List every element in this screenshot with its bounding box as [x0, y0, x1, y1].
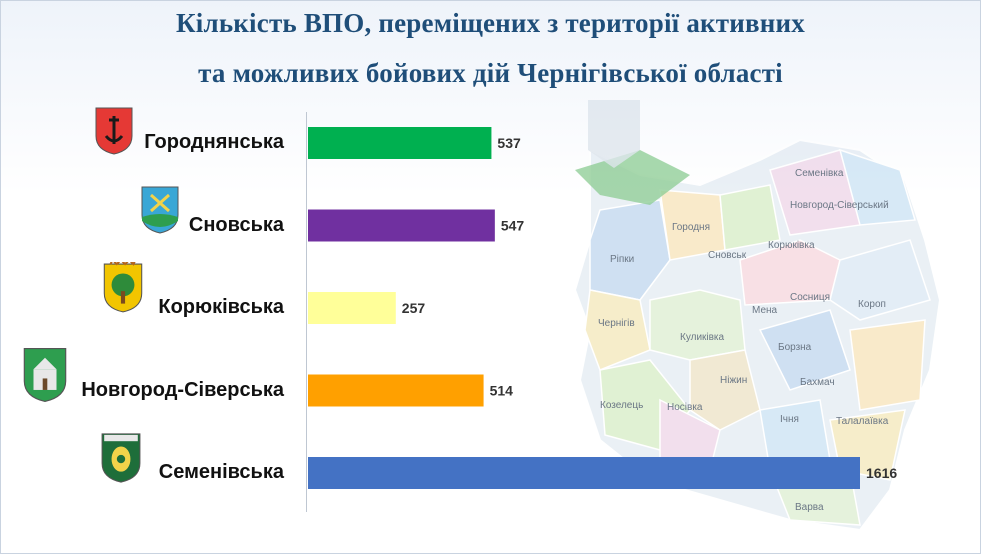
snovsk-coat-of-arms-icon: [141, 186, 179, 234]
novhorod-siverskyi-coat-of-arms-icon: [23, 347, 67, 403]
bar-2: [308, 292, 396, 324]
bar-0: [308, 127, 492, 159]
map-region-label: Сосниця: [790, 292, 830, 303]
category-label: Корюківська: [158, 296, 284, 318]
map-region-label: Чернігів: [598, 318, 635, 329]
map-region-label: Бахмач: [800, 377, 835, 388]
map-region-label: Варва: [795, 502, 824, 513]
map-region-label: Корюківка: [768, 240, 815, 251]
map-region-label: Сновськ: [708, 250, 747, 261]
category-label: Семенівська: [158, 461, 284, 483]
category-label: Сновська: [188, 213, 284, 236]
map-region-label: Куликівка: [680, 332, 725, 343]
map-region-label: Ріпки: [610, 254, 634, 265]
category-label: Городнянська: [144, 131, 284, 153]
map-region-label: Ніжин: [720, 375, 747, 386]
semenivka-coat-of-arms-icon: [101, 433, 141, 483]
bar-4: [308, 457, 860, 489]
category-label: Новгород-Сіверська: [81, 378, 284, 401]
map-region-label: Козелець: [600, 400, 643, 411]
map-region-label: Короп: [858, 299, 886, 310]
bar-1: [308, 209, 495, 242]
map-region-label: Новгород-Сіверський: [790, 200, 889, 211]
map-region-label: Борзна: [778, 342, 812, 353]
chart-title-line-1: Кількість ВПО, переміщених з території а…: [176, 8, 805, 38]
bar-value-label: 547: [501, 218, 525, 234]
map-region-label: Ічня: [780, 414, 799, 425]
chart-title-line-2: та можливих бойових дій Чернігівської об…: [198, 58, 783, 88]
bar-3: [308, 374, 484, 407]
category-axis: [306, 112, 307, 512]
horodnia-coat-of-arms-icon: [95, 107, 133, 155]
map-region-label: Носівка: [667, 402, 703, 413]
bar-value-label: 1616: [866, 465, 897, 481]
map-region-label: Мена: [752, 305, 778, 316]
koriukivka-coat-of-arms-icon: [103, 262, 143, 313]
bar-value-label: 537: [497, 135, 521, 151]
bar-value-label: 257: [402, 300, 426, 316]
bar-value-label: 514: [490, 383, 514, 399]
map-region-label: Талалаївка: [836, 416, 889, 427]
map-region-label: Семенівка: [795, 168, 844, 179]
map-region-label: Городня: [672, 222, 710, 233]
